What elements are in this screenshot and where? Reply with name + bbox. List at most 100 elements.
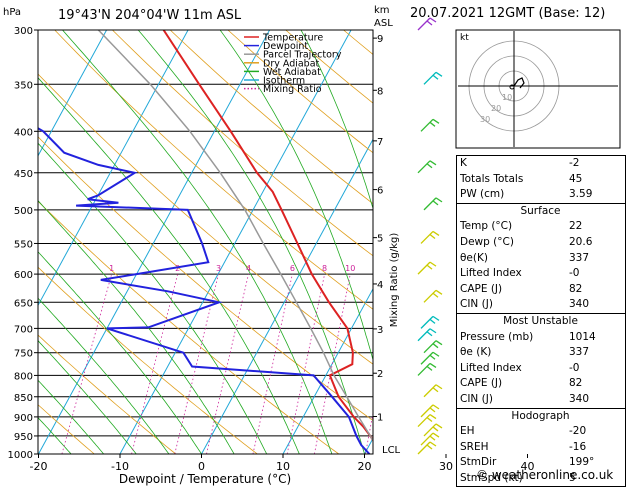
stat-label: Dewp (°C) (460, 235, 514, 251)
stat-row: CIN (J) 340 (460, 392, 621, 408)
mixing-ratio-label: 20 (428, 264, 438, 273)
wind-barb (424, 198, 442, 210)
wind-barb (421, 316, 439, 328)
stat-label: Pressure (mb) (460, 330, 533, 346)
hodograph-ring-label: 20 (491, 104, 501, 113)
mixing-ratio-label: 6 (290, 264, 295, 273)
stat-label: CIN (J) (460, 392, 493, 408)
wind-barb (424, 290, 442, 302)
stat-value: 337 (569, 345, 621, 361)
wet-adiabat (0, 30, 234, 454)
wind-barb (421, 231, 439, 243)
pressure-tick-label: 900 (14, 413, 33, 424)
stat-row: K -2 (460, 156, 621, 172)
pressure-tick-label: 300 (14, 26, 33, 37)
stat-label: K (460, 156, 467, 172)
stat-value: 340 (569, 297, 621, 313)
surface-title: Surface (460, 204, 621, 220)
pressure-tick-label: 800 (14, 371, 33, 382)
stat-value: 1014 (569, 330, 621, 346)
wind-barb (424, 385, 442, 397)
temp-tick-label: 20 (358, 460, 372, 473)
location-label: 19°43'N 204°04'W 11m ASL (58, 8, 242, 23)
mixing-ratio-line (253, 274, 292, 454)
stat-value: -16 (569, 440, 621, 456)
pressure-tick-label: 650 (14, 298, 33, 309)
km-tick-label: 5 (377, 234, 383, 245)
wind-barb (424, 341, 442, 353)
stat-label: θe (K) (460, 345, 491, 361)
legend-item: Mixing Ratio (263, 84, 322, 95)
km-tick-label: 6 (377, 186, 383, 197)
stat-label: CIN (J) (460, 297, 493, 313)
pressure-tick-label: 700 (14, 324, 33, 335)
wet-adiabat (0, 30, 267, 454)
stat-value: -0 (569, 266, 621, 282)
pressure-tick-label: 750 (14, 349, 33, 360)
stat-row: EH -20 (460, 424, 621, 440)
stat-row: CAPE (J) 82 (460, 282, 621, 298)
wind-barb (418, 442, 436, 454)
stat-value: -2 (569, 156, 621, 172)
stat-row: θe (K) 337 (460, 345, 621, 361)
wind-barb (424, 72, 442, 84)
wind-barb (421, 119, 439, 131)
pressure-tick-label: 550 (14, 239, 33, 250)
stat-row: Pressure (mb) 1014 (460, 330, 621, 346)
hodograph-unit: kt (460, 33, 469, 43)
km-tick-label: 1 (377, 413, 383, 424)
hodograph-title: Hodograph (460, 409, 621, 425)
wind-barb (418, 363, 436, 375)
stat-value: 20.6 (569, 235, 621, 251)
wind-barb (418, 329, 436, 341)
stat-label: PW (cm) (460, 187, 504, 203)
stat-label: CAPE (J) (460, 376, 502, 392)
stat-label: CAPE (J) (460, 282, 502, 298)
stat-row: Dewp (°C) 20.6 (460, 235, 621, 251)
stat-label: Lifted Index (460, 266, 522, 282)
stat-value: 337 (569, 251, 621, 267)
stat-value: 82 (569, 282, 621, 298)
stat-value: -20 (569, 424, 621, 440)
mixing-ratio-label: 10 (345, 264, 355, 273)
wind-barb (424, 424, 442, 436)
stat-row: Lifted Index -0 (460, 361, 621, 377)
x-axis-label: Dewpoint / Temperature (°C) (119, 472, 291, 486)
km-tick-label: 9 (377, 34, 383, 45)
pressure-tick-label: 850 (14, 393, 33, 404)
stat-label: θe(K) (460, 251, 488, 267)
temp-tick-label: 30 (439, 460, 453, 473)
date-header: 20.07.2021 12GMT (Base: 12) (410, 6, 605, 21)
km-tick-label: 8 (377, 86, 383, 97)
stat-value: 340 (569, 392, 621, 408)
hodograph-ring-label: 30 (480, 115, 490, 124)
pressure-tick-label: 400 (14, 127, 33, 138)
hodograph-ring-label: 10 (502, 93, 512, 102)
wind-barb (418, 262, 436, 274)
stat-label: SREH (460, 440, 489, 456)
pressure-tick-label: 350 (14, 80, 33, 91)
mixing-ratio-line (287, 274, 324, 454)
wind-barb (421, 352, 439, 364)
wet-adiabat (374, 30, 462, 454)
stat-value: -0 (569, 361, 621, 377)
stat-label: EH (460, 424, 475, 440)
dry-adiabat (0, 18, 280, 471)
stat-value: 82 (569, 376, 621, 392)
stat-label: Temp (°C) (460, 219, 512, 235)
wind-barb (421, 433, 439, 445)
stat-row: θe(K) 337 (460, 251, 621, 267)
height-unit-asl: ASL (374, 18, 393, 29)
stat-label: Totals Totals (460, 172, 523, 188)
stat-value: 3.59 (569, 187, 621, 203)
km-tick-label: 2 (377, 369, 383, 380)
km-tick-label: 3 (377, 325, 383, 336)
copyright: © weatheronline.co.uk (476, 468, 613, 482)
stat-label: Lifted Index (460, 361, 522, 377)
stat-row: SREH -16 (460, 440, 621, 456)
